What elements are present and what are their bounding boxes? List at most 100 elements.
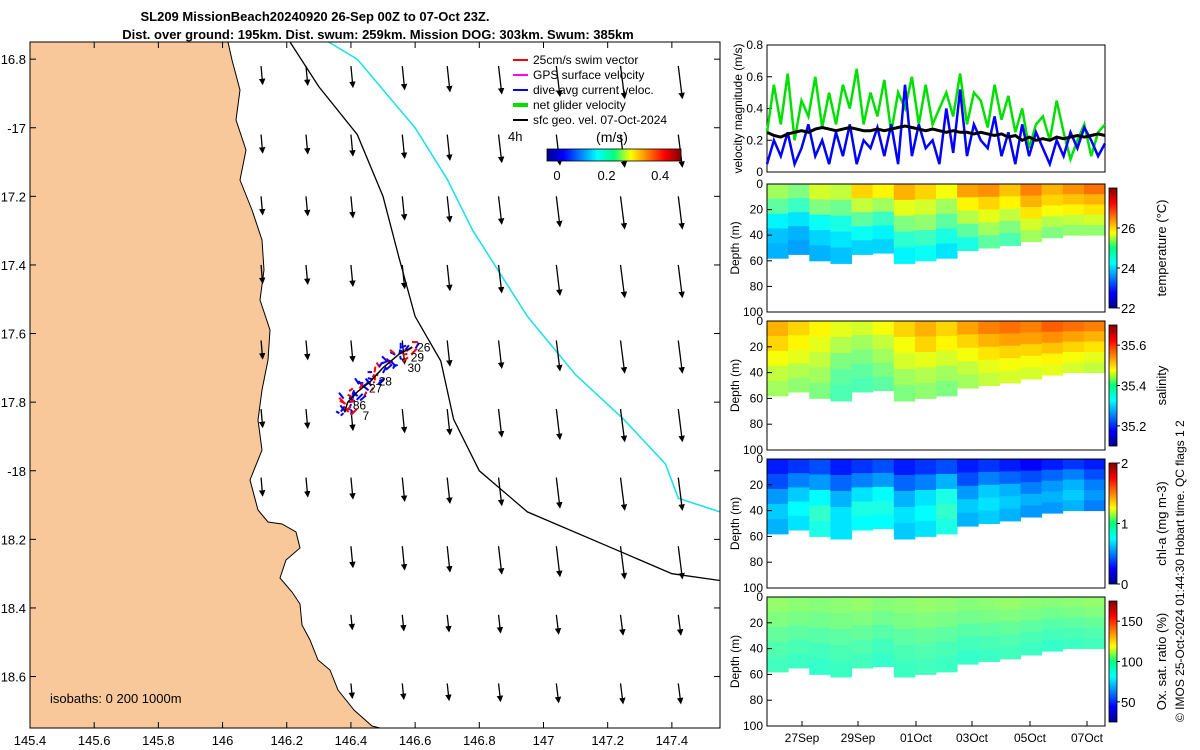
heatmap-cell	[830, 661, 852, 678]
heatmap-cell	[851, 335, 874, 350]
colorbar-tick-label: 50	[1121, 695, 1135, 710]
heatmap-cell	[809, 520, 831, 537]
heatmap-y-tick-label: 80	[750, 279, 764, 293]
heatmap-cell	[1062, 628, 1085, 639]
track-day-label: 6	[359, 399, 366, 413]
heatmap-y-tick-label: 0	[756, 314, 763, 328]
colorbar-tick-label: 35.4	[1121, 379, 1146, 394]
heatmap-cell	[1020, 631, 1043, 644]
heatmap-cell	[1062, 459, 1085, 470]
sfc-geo-arrow	[446, 340, 453, 367]
sfc-geo-arrow	[400, 683, 407, 701]
heatmap-cell	[978, 333, 1000, 348]
heatmap-cell	[851, 212, 874, 227]
map-y-tick-label: 17.4	[1, 258, 26, 273]
heatmap-cell	[1041, 480, 1064, 492]
sfc-geo-arrow	[400, 546, 408, 571]
map-colorbar-tick: 0	[553, 168, 560, 183]
heatmap-cell	[999, 321, 1021, 334]
heatmap-cell	[1020, 355, 1043, 368]
heatmap-cell	[914, 214, 937, 231]
heatmap-cell	[1020, 597, 1043, 610]
heatmap-y-tick-label: 100	[743, 581, 763, 595]
heatmap-cell	[767, 656, 789, 673]
heatmap-cell	[999, 358, 1021, 372]
map-x-tick-label: 146.2	[270, 733, 303, 748]
velocity-y-tick-label: 0.2	[746, 133, 763, 147]
heatmap-cell	[893, 369, 916, 386]
sfc-geo-arrow	[554, 683, 562, 704]
heatmap-cell	[957, 334, 979, 349]
heatmap-y-tick-label: 40	[750, 228, 764, 242]
sfc-geo-arrow	[258, 134, 266, 154]
sfc-geo-arrow	[677, 264, 685, 299]
heatmap-cell	[1062, 341, 1085, 353]
track-day-label: 27	[369, 381, 383, 395]
map-colorbar-ticks: 0 0.2 0.4	[553, 168, 669, 183]
heatmap-y-tick-label: 20	[750, 478, 764, 492]
heatmap-cell	[978, 635, 1000, 650]
heatmap-cell	[957, 610, 979, 625]
heatmap-cell	[893, 491, 916, 508]
heatmap-cell	[767, 597, 789, 613]
heatmap-cell	[914, 658, 937, 675]
heatmap-cell	[809, 184, 831, 200]
heatmap-cell	[914, 367, 937, 384]
heatmap-cell	[1041, 491, 1064, 503]
heatmap-cell	[957, 223, 979, 238]
heatmap-cell	[1020, 493, 1043, 506]
heatmap-cell	[1041, 469, 1064, 482]
heatmap-cell	[1041, 353, 1064, 365]
map-colorbar-tick: 0.4	[651, 168, 669, 183]
heatmap-cell	[957, 597, 979, 611]
heatmap-cell	[767, 488, 789, 505]
heatmap-cell	[1041, 597, 1064, 609]
sfc-geo-arrow	[303, 65, 311, 86]
heatmap-cell	[957, 472, 979, 487]
sfc-geo-arrow	[555, 196, 563, 228]
heatmap-y-tick-label: 80	[750, 417, 764, 431]
heatmap-cell	[1020, 505, 1043, 518]
sfc-geo-arrow	[619, 196, 628, 230]
heatmap-y-label: Depth (m)	[728, 635, 742, 688]
sfc-geo-arrow	[677, 477, 685, 511]
track-day-label: 30	[407, 361, 421, 375]
sfc-geo-arrow	[349, 340, 356, 363]
heatmap-cell	[851, 597, 874, 612]
heatmap-cell	[809, 505, 831, 522]
heatmap-cell	[872, 500, 895, 516]
track-vector	[347, 393, 353, 398]
heatmap-cell	[936, 228, 958, 244]
heatmap-cell	[914, 474, 937, 491]
heatmap-cell	[767, 198, 789, 215]
land-mass	[30, 42, 381, 728]
heatmap-cell	[809, 597, 831, 613]
heatmap-cell	[999, 483, 1021, 497]
heatmap-cell	[893, 597, 916, 614]
heatmap-y-tick-label: 0	[756, 177, 763, 191]
heatmap-cell	[767, 612, 789, 628]
velocity-y-tick-label: 0	[756, 165, 763, 179]
isobaths-note: isobaths: 0 200 1000m	[50, 691, 182, 706]
heatmap-cell	[767, 243, 789, 259]
heatmap-cell	[1083, 204, 1106, 216]
map-y-tick-label: 16.8	[1, 52, 26, 67]
heatmap-cell	[936, 597, 958, 613]
heatmap-cell	[936, 184, 958, 200]
heatmap-cell	[1062, 352, 1085, 363]
heatmap-cell	[1041, 331, 1064, 344]
heatmap-cell	[830, 247, 852, 264]
sfc-geo-arrow	[303, 134, 311, 155]
heatmap-cell	[914, 382, 937, 399]
heatmap-cell	[1020, 608, 1043, 621]
heatmap-cell	[1062, 500, 1085, 512]
heatmap-cell	[788, 184, 810, 199]
sfc-geo-arrow	[619, 65, 628, 100]
heatmap-cell	[1062, 362, 1085, 374]
heatmap-cell	[978, 196, 1000, 211]
heatmap-cell	[872, 334, 895, 350]
heatmap-cell	[851, 184, 874, 199]
heatmap-cell	[872, 610, 895, 626]
heatmap-cell	[830, 353, 852, 370]
